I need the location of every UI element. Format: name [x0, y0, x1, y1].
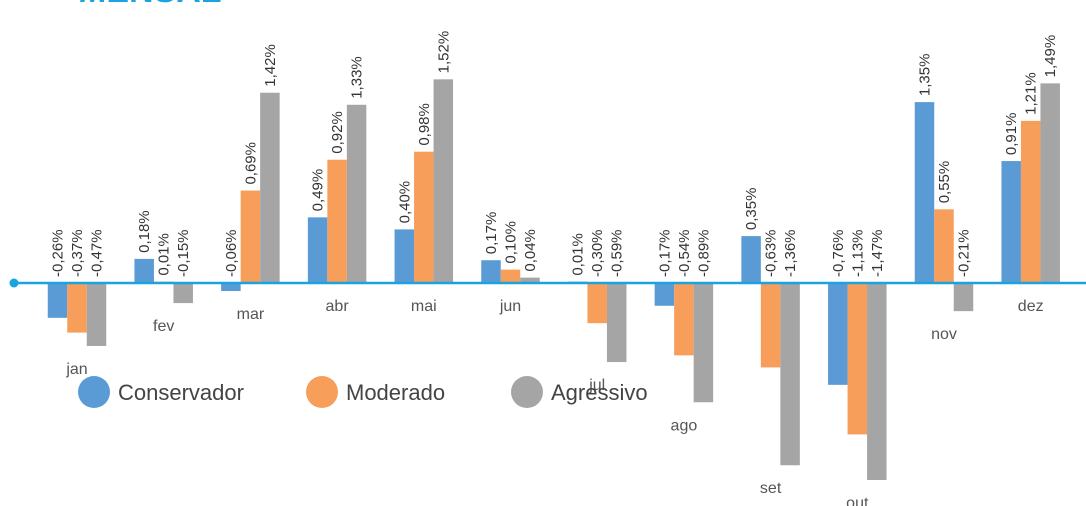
bar — [606, 283, 627, 363]
value-label: 0,91% — [1003, 113, 1020, 156]
value-label: -1,13% — [849, 229, 866, 277]
bar — [934, 209, 954, 283]
value-label: -0,15% — [175, 229, 192, 277]
bar — [847, 283, 868, 435]
legend-swatch — [511, 376, 543, 408]
bar — [481, 260, 501, 283]
value-label: 0,92% — [329, 111, 346, 154]
x-tick-label: jan — [65, 361, 87, 378]
x-tick-label: dez — [1018, 298, 1044, 315]
bar — [760, 283, 781, 368]
value-label: -0,21% — [956, 229, 973, 277]
bar — [674, 283, 694, 356]
x-tick-label: jul — [588, 377, 605, 394]
value-label: -0,17% — [656, 229, 673, 277]
value-label: -0,76% — [830, 229, 847, 277]
value-label: -0,59% — [609, 229, 626, 277]
x-tick-label: set — [760, 480, 782, 497]
bar — [828, 283, 848, 385]
legend-swatch — [306, 376, 338, 408]
value-label: 0,10% — [503, 221, 520, 264]
bar — [741, 236, 761, 283]
value-label: 0,01% — [156, 233, 173, 276]
bar — [587, 283, 607, 324]
value-label: -0,54% — [676, 229, 693, 277]
value-label: 0,01% — [570, 233, 587, 276]
bar — [693, 283, 714, 403]
bar — [327, 159, 347, 283]
bar — [780, 283, 800, 466]
bar — [1020, 120, 1041, 283]
bar — [86, 283, 107, 346]
x-tick-label: fev — [153, 318, 174, 335]
value-label: 0,17% — [483, 212, 500, 255]
x-tick-label: mai — [411, 298, 437, 315]
value-label: 0,49% — [310, 169, 327, 212]
value-label: 0,40% — [396, 181, 413, 224]
x-tick-label: out — [846, 495, 869, 506]
value-label: 0,18% — [136, 210, 153, 253]
value-label: 0,04% — [522, 229, 539, 272]
bar — [346, 104, 367, 283]
value-label: -0,47% — [89, 229, 106, 277]
bar — [500, 269, 521, 283]
bar — [67, 283, 87, 333]
value-label: 0,98% — [416, 103, 433, 146]
bar — [394, 229, 415, 283]
value-label: 0,55% — [936, 161, 953, 204]
x-tick-label: jun — [499, 298, 521, 315]
value-label: -1,47% — [869, 229, 886, 277]
bar — [953, 283, 974, 312]
bar — [260, 92, 280, 283]
chart-title: MENSAL — [78, 0, 222, 10]
x-tick-label: mar — [237, 306, 265, 323]
value-label: -0,37% — [69, 229, 86, 277]
bar — [134, 258, 154, 283]
legend-label: Conservador — [118, 380, 244, 405]
x-tick-label: nov — [931, 326, 957, 343]
bar — [867, 283, 887, 480]
bar — [47, 283, 68, 318]
axis-dot — [9, 278, 19, 288]
bar — [173, 283, 193, 304]
x-tick-label: abr — [326, 298, 350, 315]
bar — [414, 151, 434, 283]
legend-swatch — [78, 376, 110, 408]
value-label: 1,49% — [1042, 35, 1059, 78]
bar — [1040, 83, 1060, 283]
value-label: 1,52% — [435, 31, 452, 74]
value-label: -0,26% — [50, 229, 67, 277]
bar — [914, 102, 935, 283]
value-label: -0,06% — [223, 229, 240, 277]
bar — [1001, 161, 1021, 283]
value-label: 1,42% — [262, 44, 279, 87]
value-label: -0,89% — [695, 229, 712, 277]
value-label: -1,36% — [782, 229, 799, 277]
legend-label: Agressivo — [551, 380, 648, 405]
bar — [520, 277, 540, 283]
value-label: -0,30% — [589, 229, 606, 277]
value-label: 1,33% — [349, 56, 366, 99]
value-label: 0,69% — [242, 142, 259, 185]
bar — [307, 217, 328, 283]
value-label: -0,63% — [763, 229, 780, 277]
value-label: 0,35% — [743, 188, 760, 231]
bar — [221, 283, 241, 292]
bar — [654, 283, 675, 306]
value-label: 1,35% — [917, 54, 934, 97]
bar — [240, 190, 261, 283]
value-label: 1,21% — [1023, 72, 1040, 115]
bar — [433, 79, 454, 283]
legend-label: Moderado — [346, 380, 445, 405]
x-tick-label: ago — [671, 417, 698, 434]
